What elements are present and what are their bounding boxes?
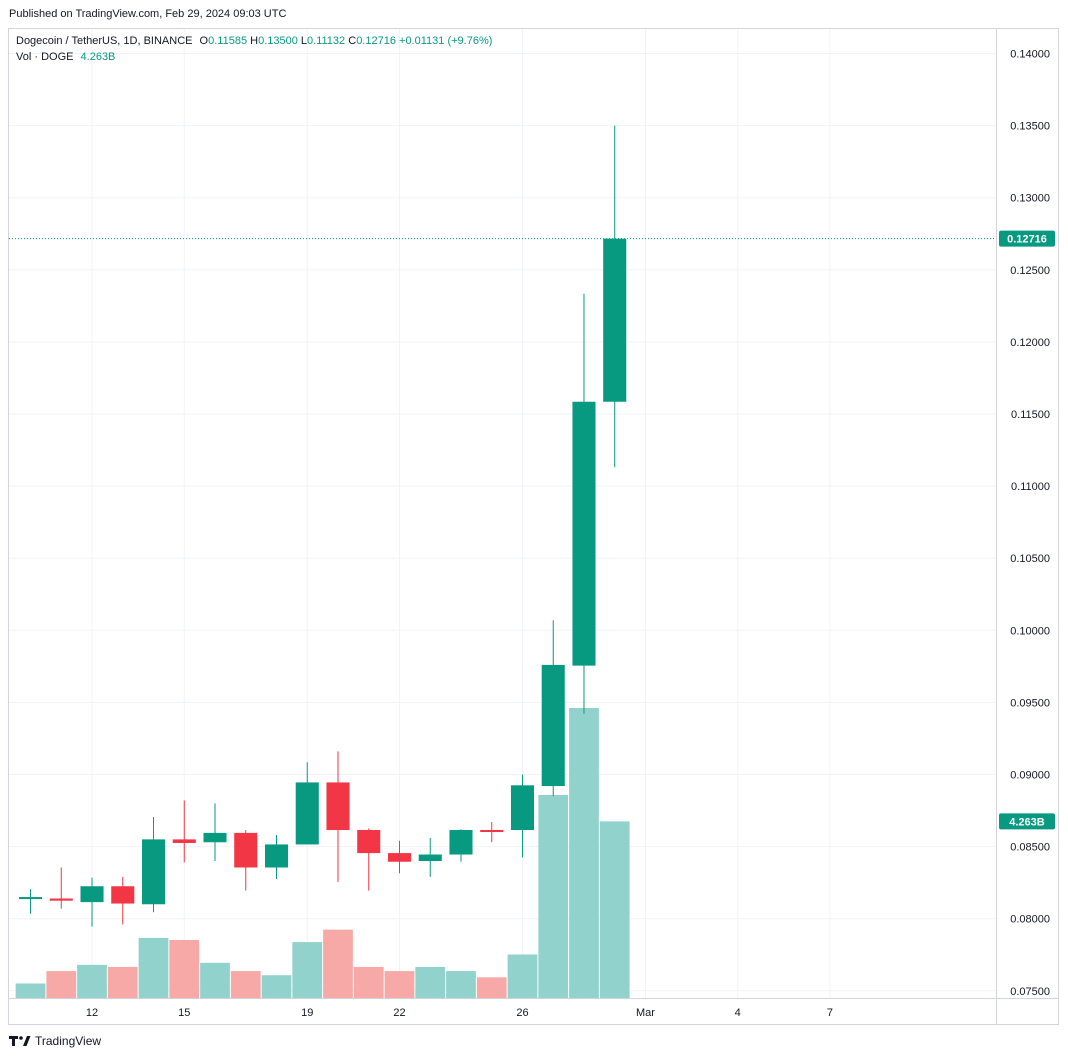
price-tick-label: 0.07500 <box>1010 986 1050 998</box>
price-tick-label: 0.12000 <box>1010 337 1050 349</box>
candle-body[interactable] <box>387 853 412 862</box>
volume-badge-label: 4.263B <box>1009 816 1045 828</box>
chart-legend: Dogecoin / TetherUS, 1D, BINANCE O0.1158… <box>16 33 492 65</box>
volume-bar[interactable] <box>384 971 415 998</box>
legend-close-value: 0.12716 <box>356 35 396 47</box>
legend-change: +0.01131 (+9.76%) <box>399 35 493 47</box>
price-tick-label: 0.09500 <box>1010 697 1050 709</box>
volume-bar[interactable] <box>292 942 323 998</box>
legend-low-value: 0.11132 <box>307 35 346 47</box>
candle-body[interactable] <box>234 832 258 868</box>
candle-body[interactable] <box>18 897 43 900</box>
candle-body[interactable] <box>357 830 381 854</box>
footer: TradingView <box>9 1034 101 1048</box>
time-tick-label: 7 <box>827 1007 833 1019</box>
candle-body[interactable] <box>111 886 135 904</box>
candle-body[interactable] <box>541 664 565 787</box>
time-tick-label: Mar <box>636 1007 655 1019</box>
price-tick-label: 0.13000 <box>1010 193 1050 205</box>
volume-bar[interactable] <box>15 983 46 999</box>
volume-bar[interactable] <box>353 966 384 998</box>
price-tick-label: 0.10500 <box>1010 553 1050 565</box>
volume-bar[interactable] <box>569 708 599 998</box>
volume-bar[interactable] <box>476 977 507 998</box>
volume-bar[interactable] <box>261 975 292 998</box>
time-tick-label: 22 <box>393 1007 405 1019</box>
price-tick-label: 0.08000 <box>1010 914 1050 926</box>
time-tick-label: 15 <box>178 1007 190 1019</box>
legend-low-label: L <box>300 35 308 47</box>
chart-frame <box>8 28 1059 1025</box>
candle-body[interactable] <box>449 830 473 855</box>
volume-bar[interactable] <box>538 795 569 998</box>
candle-body[interactable] <box>572 401 596 666</box>
price-tick-label: 0.11000 <box>1011 481 1050 493</box>
candle-body[interactable] <box>141 839 166 905</box>
tradingview-logo-icon <box>9 1036 31 1046</box>
time-tick-label: 12 <box>86 1007 98 1019</box>
time-tick-label: 19 <box>301 1007 313 1019</box>
published-info: Published on TradingView.com, Feb 29, 20… <box>9 8 287 20</box>
candle-body[interactable] <box>203 832 227 843</box>
volume-bar[interactable] <box>599 821 630 998</box>
candle-body[interactable] <box>326 782 350 831</box>
price-tick-label: 0.13500 <box>1010 121 1050 133</box>
last-price-badge <box>999 230 1055 247</box>
price-tick-label: 0.11500 <box>1011 409 1050 421</box>
legend-high-label: H <box>250 35 259 47</box>
volume-bar[interactable] <box>107 966 138 998</box>
volume-bar[interactable] <box>77 964 107 998</box>
legend-volume-value: 4.263B <box>80 51 116 63</box>
legend-open-label: O <box>199 35 209 47</box>
volume-bar[interactable] <box>230 971 261 998</box>
legend-volume-row: Vol · DOGE 4.263B <box>16 49 492 65</box>
candle-body[interactable] <box>264 844 289 868</box>
volume-bar[interactable] <box>415 966 446 998</box>
volume-bar[interactable] <box>323 929 353 998</box>
legend-open-value: 0.11585 <box>208 35 248 47</box>
price-tick-label: 0.12500 <box>1010 265 1050 277</box>
legend-price-row: Dogecoin / TetherUS, 1D, BINANCE O0.1158… <box>16 33 492 49</box>
price-tick-label: 0.10000 <box>1010 625 1050 637</box>
last-price-label: 0.12716 <box>1007 234 1047 246</box>
volume-bar[interactable] <box>446 971 476 998</box>
volume-bar[interactable] <box>200 962 230 998</box>
candle-body[interactable] <box>80 886 104 903</box>
volume-bar[interactable] <box>169 940 200 998</box>
price-tick-label: 0.09000 <box>1010 769 1050 781</box>
legend-volume-label: Vol · DOGE <box>16 51 74 63</box>
price-tick-label: 0.08500 <box>1010 842 1050 854</box>
candle-body[interactable] <box>603 238 627 402</box>
time-tick-label: 26 <box>516 1007 528 1019</box>
candle-body[interactable] <box>510 785 535 831</box>
footer-logo-text[interactable]: TradingView <box>35 1034 102 1048</box>
legend-high-value: 0.13500 <box>258 35 298 47</box>
volume-bar[interactable] <box>46 971 77 998</box>
candle-body[interactable] <box>295 782 319 845</box>
candle-body[interactable] <box>172 839 196 843</box>
candle-body[interactable] <box>49 898 73 901</box>
candle-body[interactable] <box>418 854 442 862</box>
candle-body[interactable] <box>480 830 504 833</box>
volume-bar[interactable] <box>507 954 538 999</box>
time-tick-label: 4 <box>735 1007 741 1019</box>
volume-badge <box>999 813 1055 830</box>
legend-close-label: C <box>348 35 357 47</box>
volume-bar[interactable] <box>138 937 169 998</box>
price-tick-label: 0.14000 <box>1010 49 1050 61</box>
legend-symbol: Dogecoin / TetherUS, 1D, BINANCE <box>16 35 193 47</box>
